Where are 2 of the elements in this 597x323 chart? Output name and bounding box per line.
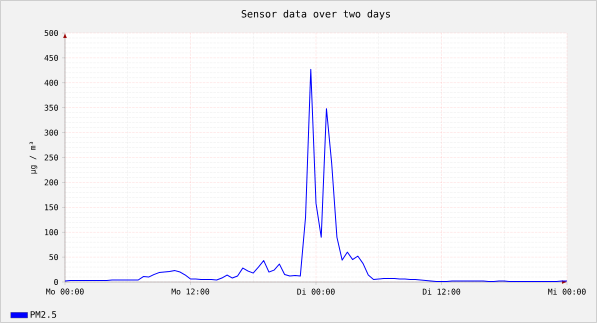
- legend-label: PM2.5: [30, 310, 56, 318]
- chart-title: Sensor data over two days: [242, 10, 390, 20]
